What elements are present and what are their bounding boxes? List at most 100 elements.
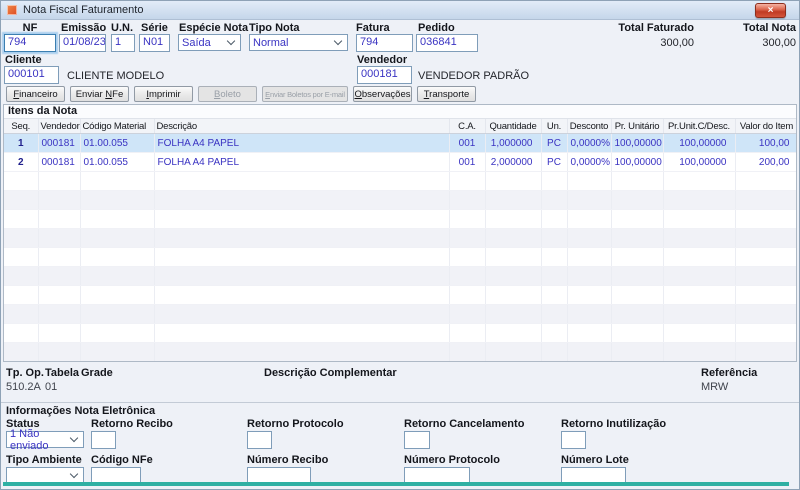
empty-cell	[735, 171, 796, 191]
column-header[interactable]: Pr.Unit.C/Desc.	[663, 119, 736, 134]
un-input[interactable]: 1	[111, 34, 135, 52]
enviar-nfe-button[interactable]: Enviar NFe	[70, 86, 129, 102]
empty-cell	[485, 171, 542, 191]
empty-cell	[80, 190, 155, 210]
item-row[interactable]: 1 000181 01.00.055 FOLHA A4 PAPEL 001 1,00000…	[4, 133, 796, 153]
status-select[interactable]: 1 Não enviado	[6, 428, 84, 452]
item-cell: 100,00	[735, 133, 796, 153]
empty-cell	[485, 190, 542, 210]
retorno-cancelamento-input[interactable]	[404, 431, 430, 449]
empty-row[interactable]	[4, 304, 796, 324]
empty-cell	[38, 171, 81, 191]
column-header[interactable]: Seq.	[4, 119, 39, 134]
empty-row[interactable]	[4, 190, 796, 210]
empty-row[interactable]	[4, 266, 796, 286]
codigo-nfe-input[interactable]	[91, 467, 141, 483]
empty-cell	[38, 209, 81, 229]
numero-lote-input[interactable]	[561, 467, 626, 483]
column-header[interactable]: Valor do Item	[735, 119, 796, 134]
nf-label: NF	[22, 22, 38, 34]
chevron-down-icon	[226, 36, 236, 46]
column-header[interactable]: Descrição	[154, 119, 450, 134]
cliente-code-input[interactable]: 000101	[4, 66, 59, 84]
empty-cell	[449, 209, 486, 229]
retorno-protocolo-input[interactable]	[247, 431, 272, 449]
tipo-nota-label: Tipo Nota	[249, 22, 300, 34]
numero-recibo-input[interactable]	[247, 467, 311, 483]
empty-cell	[735, 323, 796, 343]
retorno-inutilizacao-label: Retorno Inutilização	[561, 418, 667, 430]
column-header[interactable]: Quantidade	[485, 119, 542, 134]
retorno-recibo-input[interactable]	[91, 431, 116, 449]
enviar-boletos-email-button[interactable]: Enviar Boletos por E-mail	[262, 86, 348, 102]
empty-cell	[541, 266, 568, 286]
empty-row[interactable]	[4, 209, 796, 229]
imprimir-button[interactable]: Imprimir	[134, 86, 193, 102]
item-cell: 000181	[38, 133, 81, 153]
descricao-complementar-label: Descrição Complementar	[264, 367, 397, 379]
titlebar: Nota Fiscal Faturamento	[1, 1, 799, 20]
retorno-inutilizacao-input[interactable]	[561, 431, 586, 449]
tipo-nota-value: Normal	[253, 36, 289, 49]
empty-cell	[154, 209, 450, 229]
empty-cell	[80, 266, 155, 286]
column-header[interactable]: Desconto	[567, 119, 612, 134]
empty-cell	[485, 209, 542, 229]
empty-cell	[449, 228, 486, 248]
empty-cell	[567, 285, 612, 305]
pedido-input[interactable]: 036841	[416, 34, 478, 52]
empty-row[interactable]	[4, 228, 796, 248]
nf-input[interactable]: 794	[4, 34, 56, 52]
tipo-nota-select[interactable]: Normal	[249, 34, 348, 51]
empty-cell	[154, 323, 450, 343]
empty-cell	[567, 342, 612, 361]
close-button[interactable]: ×	[755, 3, 786, 18]
empty-row[interactable]	[4, 323, 796, 343]
fatura-input[interactable]: 794	[356, 34, 413, 52]
boleto-button[interactable]: Boleto	[198, 86, 257, 102]
item-row[interactable]: 2 000181 01.00.055 FOLHA A4 PAPEL 001 2,00000…	[4, 152, 796, 172]
observacoes-button[interactable]: Observações	[353, 86, 412, 102]
empty-cell	[38, 323, 81, 343]
empty-row[interactable]	[4, 171, 796, 191]
empty-cell	[611, 323, 664, 343]
empty-cell	[735, 247, 796, 267]
item-cell: 0,0000%	[567, 152, 612, 172]
column-header[interactable]: Pr. Unitário	[611, 119, 664, 134]
total-faturado-label: Total Faturado	[618, 22, 694, 34]
especie-nota-select[interactable]: Saída	[178, 34, 241, 51]
emissao-input[interactable]: 01/08/23	[59, 34, 106, 52]
empty-cell	[38, 247, 81, 267]
empty-cell	[611, 247, 664, 267]
item-cell: 100,00000	[611, 133, 664, 153]
empty-row[interactable]	[4, 247, 796, 267]
empty-cell	[38, 228, 81, 248]
retorno-recibo-label: Retorno Recibo	[91, 418, 173, 430]
financeiro-button[interactable]: Financeiro	[6, 86, 65, 102]
bottom-teal-bar	[3, 482, 789, 486]
status-label: Status	[6, 418, 40, 430]
column-header[interactable]: Código Material	[80, 119, 155, 134]
transporte-button[interactable]: Transporte	[417, 86, 476, 102]
empty-row[interactable]	[4, 342, 796, 361]
window-title: Nota Fiscal Faturamento	[23, 4, 144, 16]
empty-cell	[663, 171, 736, 191]
empty-cell	[611, 228, 664, 248]
column-header[interactable]: Vendedor	[38, 119, 81, 134]
numero-protocolo-input[interactable]	[404, 467, 470, 483]
empty-row[interactable]	[4, 285, 796, 305]
empty-cell	[154, 247, 450, 267]
column-header[interactable]: Un.	[541, 119, 568, 134]
empty-cell	[4, 228, 39, 248]
serie-input[interactable]: N01	[139, 34, 170, 52]
vendedor-code-input[interactable]: 000181	[357, 66, 412, 84]
un-label: U.N.	[111, 22, 133, 34]
tipo-ambiente-select[interactable]	[6, 467, 84, 483]
empty-cell	[154, 342, 450, 361]
empty-cell	[663, 304, 736, 324]
item-cell: 01.00.055	[80, 133, 155, 153]
column-header[interactable]: C.A.	[449, 119, 486, 134]
itens-section: Itens da Nota Seq. Vendedor Código Materia…	[3, 104, 797, 362]
empty-cell	[541, 171, 568, 191]
